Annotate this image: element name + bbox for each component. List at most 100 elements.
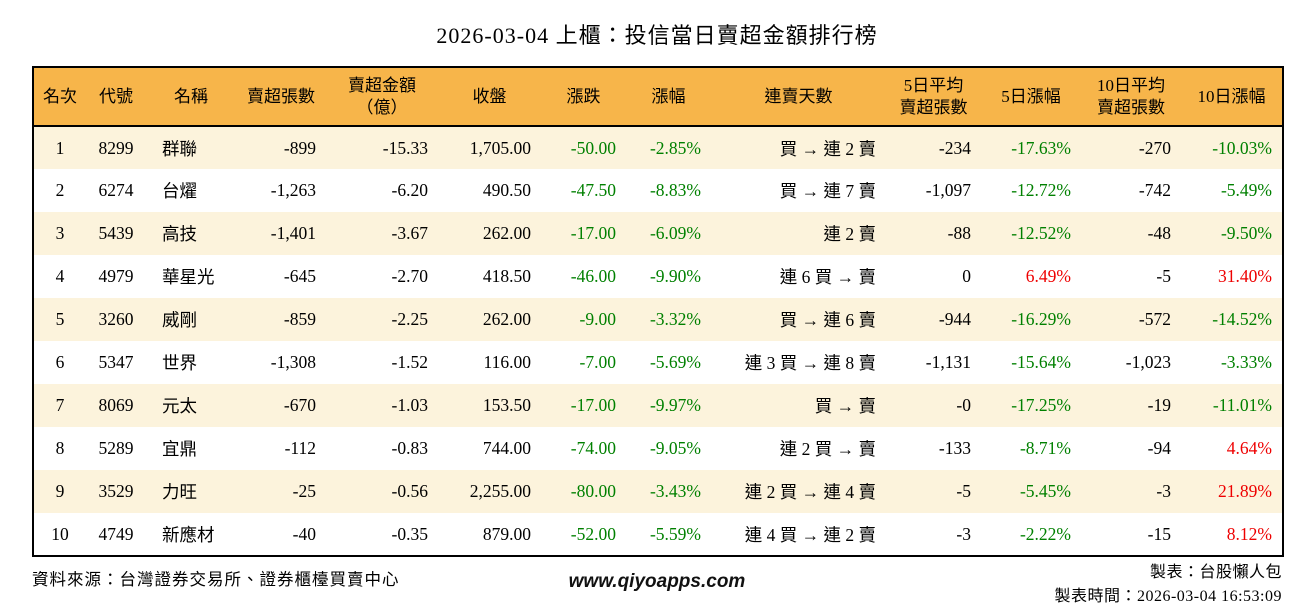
cell-net_sell_shares: -40 xyxy=(292,523,316,544)
table-header: 名次 代號 名稱 賣超張數 賣超金額 （億） 收盤 漲跌 漲幅 連賣天數 5日平均 賣超張數 5日漲… xyxy=(33,67,1283,127)
table-row: 5 3260 威剛 -859 -2.25 262.00 -9.00 -3.32% 買 → 連 6… xyxy=(33,298,1283,341)
cell-pct5: -8.71% xyxy=(1019,438,1071,458)
cell-name: 華星光 xyxy=(162,267,215,287)
cell-net_sell_shares: -1,401 xyxy=(270,223,316,243)
cell-close: 116.00 xyxy=(483,352,531,372)
cell-avg5_shares: -1,097 xyxy=(925,180,971,200)
table-row: 9 3529 力旺 -25 -0.56 2,255.00 -80.00 -3.43% 連 2 買… xyxy=(33,470,1283,513)
cell-change_pct: -5.69% xyxy=(649,352,701,372)
column-header-pct5: 5日漲幅 xyxy=(981,67,1081,127)
cell-close: 262.00 xyxy=(482,223,531,243)
cell-rank: 5 xyxy=(55,309,65,329)
cell-avg10_shares: -19 xyxy=(1147,395,1171,415)
table-row: 2 6274 台燿 -1,263 -6.20 490.50 -47.50 -8.83% 買 → … xyxy=(33,169,1283,212)
cell-change: -50.00 xyxy=(570,137,616,158)
cell-rank: 10 xyxy=(51,523,69,544)
cell-net_sell_amount: -15.33 xyxy=(382,137,428,158)
cell-pct5: -17.63% xyxy=(1011,137,1071,158)
cell-name: 宜鼎 xyxy=(162,439,197,459)
cell-net_sell_amount: -3.67 xyxy=(391,223,428,243)
cell-pct5: -5.45% xyxy=(1019,481,1071,501)
cell-rank: 1 xyxy=(55,137,65,158)
cell-code: 4749 xyxy=(98,523,134,544)
cell-net_sell_shares: -899 xyxy=(283,137,316,158)
cell-avg5_shares: -88 xyxy=(947,223,971,243)
maker-label: 製表：台股懶人包 xyxy=(1149,564,1282,581)
cell-name: 高技 xyxy=(162,224,197,244)
cell-pct10: -11.01% xyxy=(1212,395,1272,415)
cell-close: 2,255.00 xyxy=(469,481,531,501)
column-header-pct10: 10日漲幅 xyxy=(1181,67,1283,127)
cell-avg10_shares: -742 xyxy=(1138,180,1171,200)
cell-streak: 連 2 買 → 賣 xyxy=(779,439,876,459)
cell-avg10_shares: -94 xyxy=(1147,438,1171,458)
column-header-name: 名稱 xyxy=(146,67,236,127)
cell-pct10: 21.89% xyxy=(1218,481,1272,501)
table-row: 8 5289 宜鼎 -112 -0.83 744.00 -74.00 -9.05% 連 2 買 … xyxy=(33,427,1283,470)
table-row: 4 4979 華星光 -645 -2.70 418.50 -46.00 -9.90% 連 6 買… xyxy=(33,255,1283,298)
website-link[interactable]: www.qiyoapps.com xyxy=(568,571,746,592)
cell-avg5_shares: -5 xyxy=(956,481,971,501)
cell-pct10: 31.40% xyxy=(1218,266,1272,286)
cell-change: -46.00 xyxy=(570,266,616,286)
cell-avg5_shares: -1,131 xyxy=(925,352,971,372)
cell-avg5_shares: -234 xyxy=(938,137,971,158)
cell-avg10_shares: -15 xyxy=(1147,523,1171,544)
cell-change_pct: -9.97% xyxy=(649,395,701,415)
cell-net_sell_shares: -645 xyxy=(283,266,316,286)
cell-net_sell_amount: -0.35 xyxy=(391,523,428,544)
cell-change_pct: -3.43% xyxy=(649,481,701,501)
cell-code: 3260 xyxy=(98,309,134,329)
cell-pct5: -12.72% xyxy=(1011,180,1071,200)
column-header-code: 代號 xyxy=(86,67,146,127)
cell-rank: 7 xyxy=(55,395,65,415)
cell-change: -17.00 xyxy=(570,395,616,415)
cell-pct10: -3.33% xyxy=(1220,352,1272,372)
cell-change: -47.50 xyxy=(570,180,616,200)
cell-pct10: -5.49% xyxy=(1220,180,1272,200)
cell-change_pct: -3.32% xyxy=(649,309,701,329)
cell-pct10: -14.52% xyxy=(1212,309,1272,329)
cell-pct10: -9.50% xyxy=(1220,223,1272,243)
table-row: 10 4749 新應材 -40 -0.35 879.00 -52.00 -5.59% 連 4 買… xyxy=(33,513,1283,556)
cell-streak: 連 2 買 → 連 4 賣 xyxy=(744,482,876,502)
cell-pct5: 6.49% xyxy=(1025,266,1071,286)
cell-change_pct: -9.90% xyxy=(649,266,701,286)
footer: 資料來源：台灣證券交易所、證券櫃檯買賣中心 www.qiyoapps.com 製… xyxy=(32,560,1282,610)
cell-close: 879.00 xyxy=(482,523,531,544)
cell-avg5_shares: -944 xyxy=(938,309,971,329)
cell-pct10: -10.03% xyxy=(1212,137,1272,158)
cell-change_pct: -9.05% xyxy=(649,438,701,458)
cell-code: 4979 xyxy=(98,266,134,286)
cell-rank: 3 xyxy=(55,223,65,243)
cell-net_sell_amount: -0.83 xyxy=(391,438,428,458)
cell-rank: 6 xyxy=(55,352,65,372)
cell-code: 5439 xyxy=(98,223,134,243)
cell-code: 8299 xyxy=(98,137,134,158)
cell-streak: 買 → 連 7 賣 xyxy=(779,181,876,201)
column-header-net_sell_amount: 賣超金額 （億） xyxy=(326,67,438,127)
cell-avg10_shares: -572 xyxy=(1138,309,1171,329)
cell-net_sell_shares: -112 xyxy=(284,438,316,458)
cell-avg10_shares: -270 xyxy=(1138,137,1171,158)
cell-change_pct: -5.59% xyxy=(649,523,701,544)
column-header-change_pct: 漲幅 xyxy=(626,67,711,127)
cell-change_pct: -8.83% xyxy=(649,180,701,200)
table-row: 3 5439 高技 -1,401 -3.67 262.00 -17.00 -6.09% 連 2 … xyxy=(33,212,1283,255)
cell-streak: 買 → 連 2 賣 xyxy=(779,138,876,159)
cell-change: -7.00 xyxy=(579,352,616,372)
cell-pct5: -15.64% xyxy=(1011,352,1071,372)
cell-code: 8069 xyxy=(98,395,134,415)
cell-streak: 連 2 賣 xyxy=(823,224,877,244)
cell-net_sell_shares: -1,263 xyxy=(270,180,316,200)
cell-rank: 9 xyxy=(55,481,65,501)
cell-avg10_shares: -48 xyxy=(1147,223,1171,243)
column-header-change: 漲跌 xyxy=(541,67,626,127)
column-header-rank: 名次 xyxy=(33,67,86,127)
cell-avg5_shares: -0 xyxy=(956,395,971,415)
data-source-note: 資料來源：台灣證券交易所、證券櫃檯買賣中心 xyxy=(32,570,400,589)
cell-close: 1,705.00 xyxy=(469,137,531,158)
cell-avg10_shares: -1,023 xyxy=(1125,352,1171,372)
cell-name: 群聯 xyxy=(162,138,197,159)
page-title: 2026-03-04 上櫃：投信當日賣超金額排行榜 xyxy=(436,23,878,48)
